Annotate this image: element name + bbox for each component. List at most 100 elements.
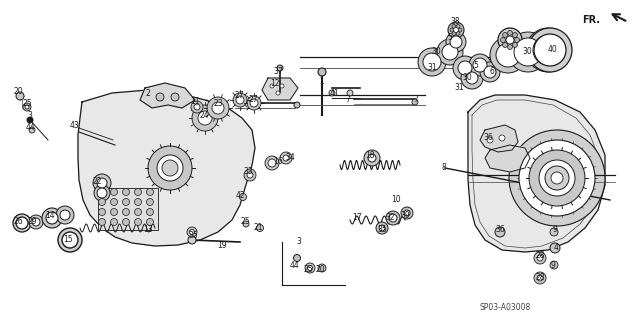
- Text: 33: 33: [243, 167, 253, 176]
- Circle shape: [134, 209, 141, 216]
- Circle shape: [277, 65, 283, 71]
- Circle shape: [247, 96, 261, 110]
- Circle shape: [508, 44, 513, 49]
- Text: 31: 31: [427, 63, 437, 72]
- Circle shape: [62, 232, 78, 248]
- Circle shape: [257, 225, 264, 232]
- Text: 7: 7: [346, 94, 351, 103]
- Circle shape: [46, 212, 58, 224]
- Text: 38: 38: [450, 18, 460, 26]
- Circle shape: [487, 137, 493, 143]
- Circle shape: [528, 28, 572, 72]
- Circle shape: [198, 111, 212, 125]
- Circle shape: [239, 194, 246, 201]
- Text: 17: 17: [352, 213, 362, 222]
- Text: 12: 12: [270, 78, 280, 87]
- Circle shape: [247, 172, 253, 178]
- Circle shape: [294, 255, 301, 262]
- Text: 8: 8: [442, 162, 446, 172]
- Circle shape: [97, 178, 107, 188]
- Text: 10: 10: [391, 196, 401, 204]
- Circle shape: [529, 150, 585, 206]
- Circle shape: [454, 27, 458, 33]
- Circle shape: [473, 58, 487, 72]
- Circle shape: [484, 66, 496, 78]
- Circle shape: [386, 211, 400, 225]
- Circle shape: [194, 104, 200, 110]
- Circle shape: [122, 198, 129, 205]
- Text: 30: 30: [431, 48, 441, 56]
- Circle shape: [423, 53, 441, 71]
- Circle shape: [500, 38, 506, 42]
- Circle shape: [187, 227, 197, 237]
- Text: 32: 32: [385, 213, 395, 222]
- Circle shape: [283, 155, 289, 161]
- Circle shape: [16, 217, 28, 229]
- Text: 30: 30: [522, 48, 532, 56]
- Circle shape: [490, 37, 526, 73]
- Text: 24: 24: [199, 110, 209, 120]
- Circle shape: [450, 28, 454, 32]
- Circle shape: [23, 103, 31, 111]
- Circle shape: [368, 154, 376, 162]
- Circle shape: [111, 209, 118, 216]
- Text: 14: 14: [45, 211, 55, 219]
- Circle shape: [268, 159, 276, 167]
- Text: 18: 18: [365, 151, 375, 160]
- Text: 9: 9: [552, 226, 557, 234]
- Circle shape: [171, 93, 179, 101]
- Circle shape: [93, 174, 111, 192]
- Circle shape: [280, 152, 292, 164]
- Circle shape: [550, 243, 560, 253]
- Circle shape: [147, 209, 154, 216]
- Circle shape: [347, 90, 353, 96]
- Circle shape: [533, 35, 563, 65]
- Text: 26: 26: [13, 218, 23, 226]
- Circle shape: [446, 32, 466, 52]
- Circle shape: [189, 229, 195, 234]
- Circle shape: [401, 207, 413, 219]
- Polygon shape: [78, 90, 255, 246]
- Bar: [98, 188, 158, 230]
- Circle shape: [280, 84, 284, 88]
- Circle shape: [534, 272, 546, 284]
- Circle shape: [466, 72, 478, 84]
- Circle shape: [134, 189, 141, 196]
- Text: 4: 4: [554, 243, 559, 253]
- Circle shape: [236, 96, 244, 104]
- Polygon shape: [468, 95, 605, 252]
- Text: 27: 27: [234, 91, 244, 100]
- Circle shape: [514, 38, 542, 66]
- Text: 40: 40: [547, 46, 557, 55]
- Text: 20: 20: [315, 265, 325, 275]
- Text: 13: 13: [143, 226, 153, 234]
- Circle shape: [458, 28, 462, 32]
- Circle shape: [134, 198, 141, 205]
- Circle shape: [156, 93, 164, 101]
- Circle shape: [276, 91, 280, 95]
- Circle shape: [509, 130, 605, 226]
- Text: 30: 30: [462, 73, 472, 83]
- Circle shape: [42, 208, 62, 228]
- Circle shape: [480, 62, 500, 82]
- Circle shape: [376, 222, 388, 234]
- Circle shape: [244, 169, 256, 181]
- Circle shape: [550, 261, 558, 269]
- Circle shape: [526, 28, 570, 72]
- Circle shape: [25, 105, 29, 109]
- Text: 35: 35: [188, 231, 198, 240]
- Circle shape: [551, 172, 563, 184]
- Circle shape: [212, 102, 224, 114]
- Circle shape: [192, 105, 218, 131]
- Text: 39: 39: [400, 211, 410, 219]
- Circle shape: [233, 93, 247, 107]
- Circle shape: [94, 185, 110, 201]
- Circle shape: [99, 219, 106, 226]
- Text: 35: 35: [377, 226, 387, 234]
- Circle shape: [99, 189, 106, 196]
- Circle shape: [13, 214, 31, 232]
- Circle shape: [111, 219, 118, 226]
- Text: 44: 44: [290, 261, 300, 270]
- Circle shape: [506, 36, 514, 44]
- Circle shape: [502, 42, 508, 48]
